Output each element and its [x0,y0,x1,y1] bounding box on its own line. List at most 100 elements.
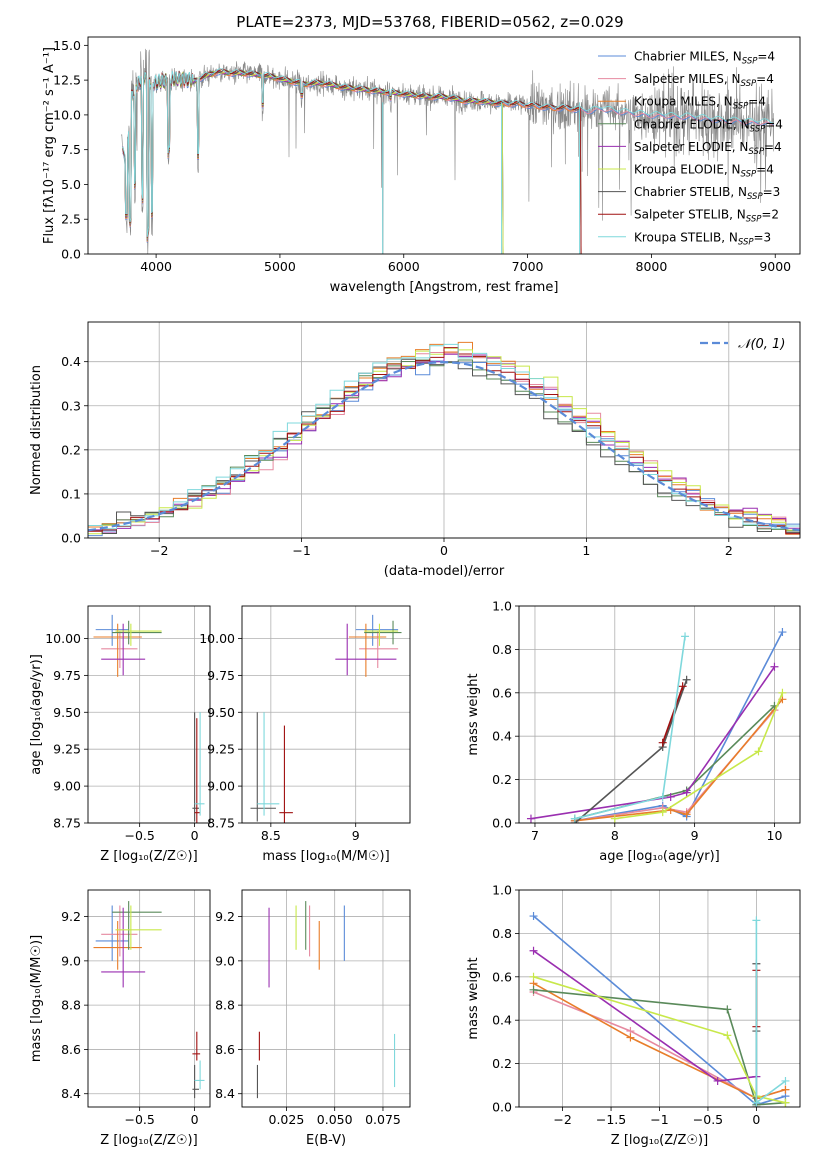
x-axis-label: mass [log₁₀(M/M☉)] [262,849,389,864]
y-tick-label: 8.4 [61,1086,81,1101]
y-tick-label: 8.8 [215,998,235,1013]
y-tick-label: 9.25 [207,742,235,757]
age_vs_mass-plot-area [250,614,402,823]
series-line-salpeter_elodie [530,666,776,820]
model-line-kroupa_miles [122,70,582,254]
y-tick-label: 0.4 [61,354,81,369]
mass_vs_Z-axes: −0.5 0 8.4 8.6 8.8 9.0 9.2 Z [log₁₀(Z/Z☉)] mass … [29,890,210,1148]
x-tick-label: −0.5 [693,1112,723,1127]
residuals-axes: −2 −1 0 1 2 0.0 0.1 0.2 0.3 0.4 (data-model)/error… [29,322,800,579]
legend-label: Chabrier STELIB, NSSP=3 [634,185,780,202]
series-line-salpeter_stelib [661,686,684,743]
y-tick-label: 8.75 [53,816,81,831]
errorbar-kroupa_elodie [115,905,162,950]
x-axis-label: wavelength [Angstrom, rest frame] [330,280,559,295]
series-line-kroupa_stelib [755,920,786,1105]
x-axis-label: Z [log₁₀(Z/Z☉)] [100,1133,197,1148]
mass_vs_ebv-frame [241,889,411,1108]
y-tick-label: 1.0 [492,883,512,898]
errorbar-kroupa_miles [93,623,142,677]
errorbar-chabrier_stelib [192,712,200,822]
y-axis-label: mass weight [466,957,481,1039]
y-tick-label: 8.6 [61,1042,81,1057]
x-tick-label: −2 [150,543,168,558]
spectrum-axes: 4000 5000 6000 7000 8000 9000 0.0 2.5 5.0 7.5 10.0… [42,38,791,295]
spectrum-plot-area [121,48,774,254]
x-tick-label: 1 [582,543,590,558]
x-tick-label: 8 [611,828,619,843]
y-tick-label: 1.0 [492,599,512,614]
weight_vs_age-plot-area [526,628,787,823]
y-tick-label: 10.00 [45,631,81,646]
series-marker [666,792,675,801]
errorbar-chabrier_stelib [250,712,276,822]
x-tick-label: −1 [650,1112,668,1127]
legend-label: 𝒩(0, 1) [738,337,785,352]
x-tick-label: −0.5 [124,828,154,843]
x-axis-label: age [log₁₀(age/yr)] [599,849,720,864]
series-marker [752,1098,761,1107]
series-marker [723,1031,732,1040]
x-tick-label: 0 [440,543,448,558]
series-marker [713,1076,722,1085]
weight_vs_Z-axes: −2 −1.5 −1 −0.5 0 0.0 0.2 0.4 0.6 0.8 1.0 Z [log₁₀(… [466,883,800,1148]
x-tick-label: 8000 [636,259,668,274]
series-marker [754,747,763,756]
y-tick-label: 0.4 [492,729,512,744]
x-tick-label: 7 [531,828,539,843]
errorbar-chabrier_elodie [112,620,162,645]
x-tick-label: 10 [767,828,783,843]
gaussian-curve [88,360,800,532]
y-tick-label: 0.8 [492,926,512,941]
y-axis-label: Normed distribution [29,365,44,495]
x-axis-label: (data-model)/error [384,564,505,579]
x-tick-label: 9000 [759,259,791,274]
errorbar-kroupa_elodie [364,623,399,646]
x-tick-label: 2 [725,543,733,558]
series-marker [658,738,667,747]
y-tick-label: 9.50 [53,705,81,720]
weight_vs_age-axes: 7 8 9 10 0.0 0.2 0.4 0.6 0.8 1.0 age [log₁₀(age/yr… [466,599,800,864]
errorbar-chabrier_stelib [192,1064,200,1099]
y-tick-label: 9.2 [215,909,235,924]
x-tick-label: 0 [752,1112,760,1127]
mass_vs_ebv-axes: 0.025 0.050 0.075 8.4 8.6 8.8 9.0 9.2 E(B-V) [215,890,410,1148]
y-tick-label: 12.5 [53,73,81,88]
model-line-kroupa_stelib [122,68,774,238]
y-tick-label: 9.0 [61,953,81,968]
x-tick-label: −1.5 [596,1112,626,1127]
y-tick-label: 9.75 [207,668,235,683]
y-tick-label: 0.2 [492,1056,512,1071]
series-marker [626,1033,635,1042]
x-tick-label: 6000 [388,259,420,274]
series-marker [778,628,787,637]
series-line-kroupa_miles [574,698,784,822]
spectrum-legend: Chabrier MILES, NSSP=4 Salpeter MILES, NS… [598,50,783,247]
y-tick-label: 15.0 [53,38,81,53]
x-tick-label: 4000 [140,259,172,274]
errorbar-salpeter_elodie [335,623,397,676]
x-tick-label: −2 [553,1112,571,1127]
y-axis-label: mass weight [466,673,481,755]
series-marker [778,688,787,697]
legend-label: Salpeter MILES, NSSP=4 [634,72,774,89]
x-tick-label: 0.025 [269,1112,305,1127]
errorbar-kroupa_miles [93,921,142,970]
series-line-kroupa_elodie [533,976,786,1104]
series-marker [681,632,690,641]
series-marker [570,814,579,823]
weight_vs_Z-frame [518,889,801,1108]
series-marker [723,1005,732,1014]
mass_vs_Z-plot-area [93,901,205,1099]
series-marker [658,808,667,817]
y-tick-label: 9.00 [53,779,81,794]
series-line-chabrier_stelib [574,679,688,823]
model-line-chabrier_elodie [122,70,504,254]
x-tick-label: 9 [691,828,699,843]
x-tick-label: −0.5 [124,1112,154,1127]
y-tick-label: 0.8 [492,642,512,657]
series-marker [610,814,619,823]
y-tick-label: 9.25 [53,742,81,757]
x-axis-label: Z [log₁₀(Z/Z☉)] [611,1133,708,1148]
